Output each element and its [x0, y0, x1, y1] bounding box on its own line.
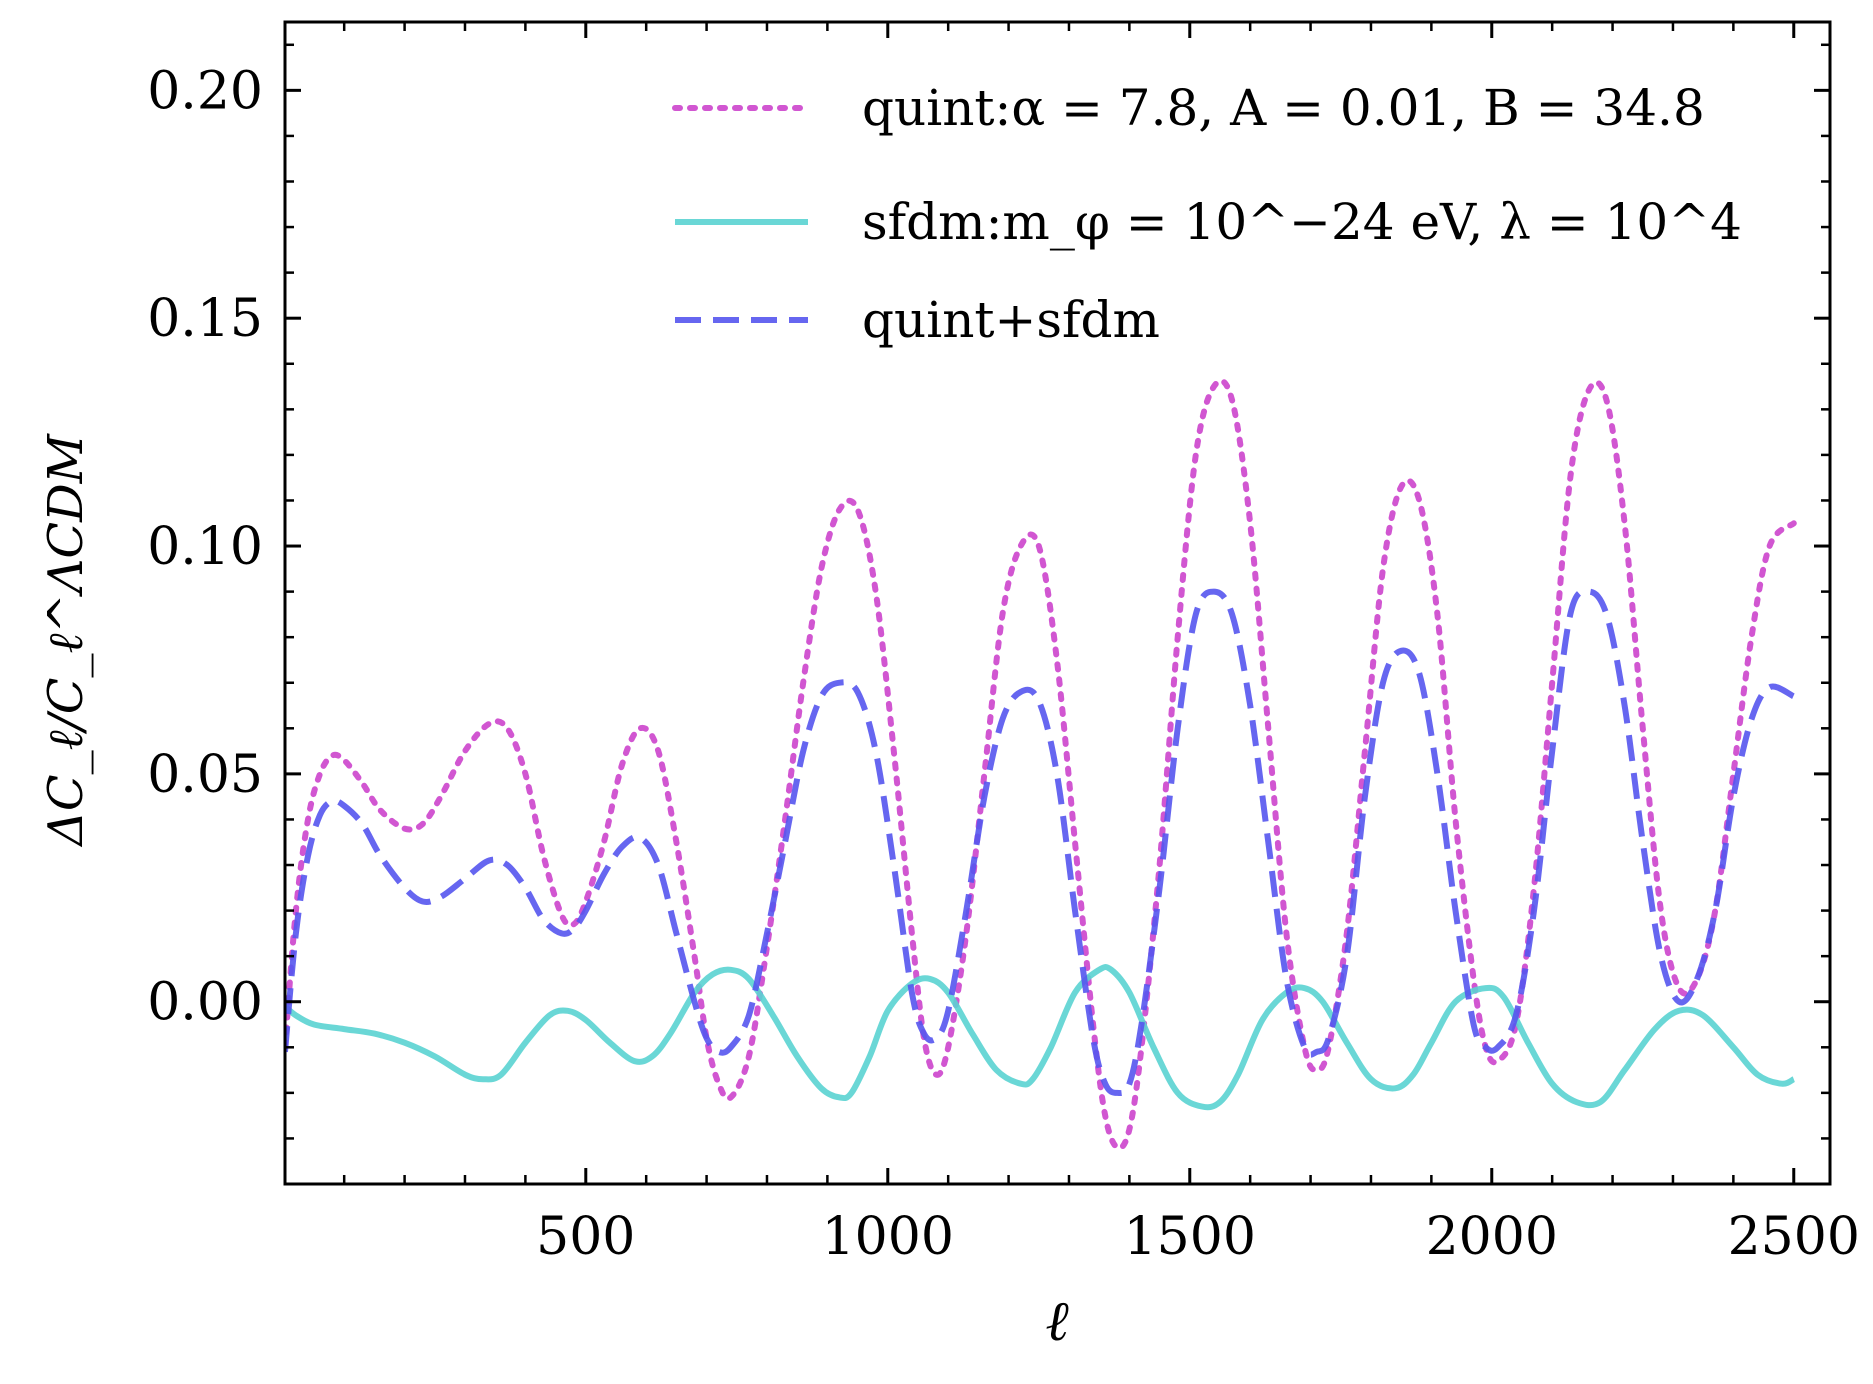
plot-frame	[283, 20, 1832, 1186]
x-tick-label: 1500	[1124, 1207, 1256, 1267]
legend: quint:α = 7.8, A = 0.01, B = 34.8 sfdm:m_…	[672, 79, 1742, 349]
legend-label-1: quint:α = 7.8, A = 0.01, B = 34.8	[862, 79, 1705, 137]
series-layer	[285, 377, 1797, 1152]
x-tick-label: 500	[536, 1207, 635, 1267]
x-axis-title: ℓ	[1045, 1289, 1069, 1354]
x-tick-label: 1000	[822, 1207, 954, 1267]
y-tick-label: 0.05	[147, 745, 263, 805]
y-tick-label: 0.00	[147, 973, 263, 1033]
tick-label-layer: 500 1000 1500 2000 2500 0.00 0.05 0.10 0.15 0.20	[147, 61, 1860, 1267]
series-line-3	[285, 588, 1796, 1097]
y-tick-label: 0.10	[147, 517, 263, 577]
y-tick-label: 0.20	[147, 61, 263, 121]
y-axis-title: ΔC_ℓ/C_ℓ^ΛCDM	[38, 432, 94, 847]
legend-label-3: quint+sfdm	[862, 291, 1160, 349]
legend-label-2: sfdm:m_φ = 10^−24 eV, λ = 10^4	[862, 193, 1742, 251]
y-tick-label: 0.15	[147, 289, 263, 349]
x-tick-label: 2500	[1728, 1207, 1860, 1267]
x-tick-label: 2000	[1426, 1207, 1558, 1267]
